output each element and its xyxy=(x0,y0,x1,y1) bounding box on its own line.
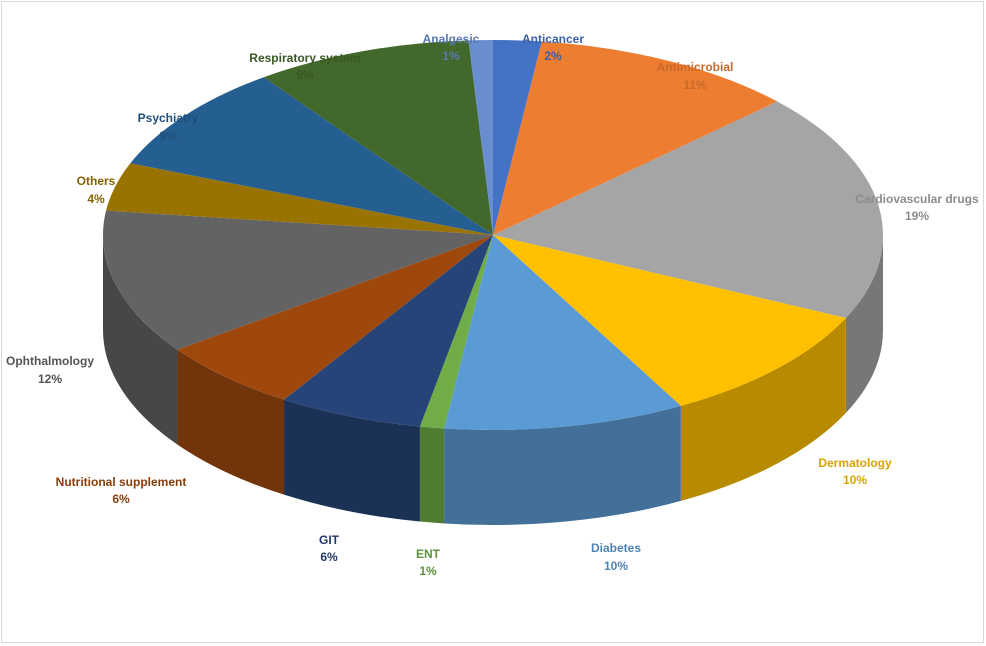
category-label: GIT xyxy=(319,533,340,547)
pie-sides xyxy=(103,235,883,525)
category-label: Psychiatry xyxy=(138,111,199,125)
pie-slice-side xyxy=(284,399,420,522)
value-label: 10% xyxy=(604,559,628,573)
pie-slice-side xyxy=(103,235,178,445)
data-labels: Anticancer 2% Antimicrobial 11% Cardiovascul… xyxy=(6,32,979,578)
category-label: Antimicrobial xyxy=(657,60,734,74)
value-label: 6% xyxy=(112,492,130,506)
pie-slice xyxy=(493,40,542,235)
value-label: 12% xyxy=(38,372,62,386)
pie-tops xyxy=(103,40,884,430)
pie-slice xyxy=(493,41,778,236)
pie-slice-side xyxy=(177,349,285,495)
pie-slice-side xyxy=(419,426,445,524)
category-label: Ophthalmology xyxy=(6,354,94,368)
pie-slice xyxy=(130,77,493,235)
category-label: Others xyxy=(77,174,116,188)
value-label: 2% xyxy=(544,49,562,63)
category-label: Anticancer xyxy=(522,32,584,46)
category-label: Dermatology xyxy=(818,456,892,470)
pie-slice xyxy=(106,163,494,235)
category-label: Nutritional supplement xyxy=(56,475,187,489)
pie-slice xyxy=(419,235,493,429)
value-label: 1% xyxy=(419,564,437,578)
pie-slice-side xyxy=(444,405,681,525)
value-label: 19% xyxy=(905,209,929,223)
pie-slice xyxy=(263,40,493,235)
pie-slice xyxy=(493,101,884,319)
category-label: Respiratory system xyxy=(249,51,360,65)
value-label: 4% xyxy=(87,192,105,206)
value-label: 1% xyxy=(442,49,460,63)
value-label: 10% xyxy=(843,473,867,487)
category-label: Cardiovascular drugs xyxy=(855,192,979,206)
category-label: Analgesic xyxy=(423,32,480,46)
pie-slice xyxy=(493,235,846,406)
pie-slice-side xyxy=(680,318,846,501)
value-label: 9% xyxy=(296,68,314,82)
pie-slice xyxy=(468,40,493,235)
pie-slice xyxy=(103,210,494,350)
pie-slice-side xyxy=(845,235,883,414)
category-label: ENT xyxy=(416,547,441,561)
pie-slice xyxy=(444,235,681,430)
pie-slice xyxy=(284,235,493,427)
value-label: 9% xyxy=(159,129,177,143)
category-label: Diabetes xyxy=(591,541,641,555)
pie-slice xyxy=(177,235,493,400)
value-label: 11% xyxy=(683,78,707,92)
value-label: 6% xyxy=(320,550,338,564)
